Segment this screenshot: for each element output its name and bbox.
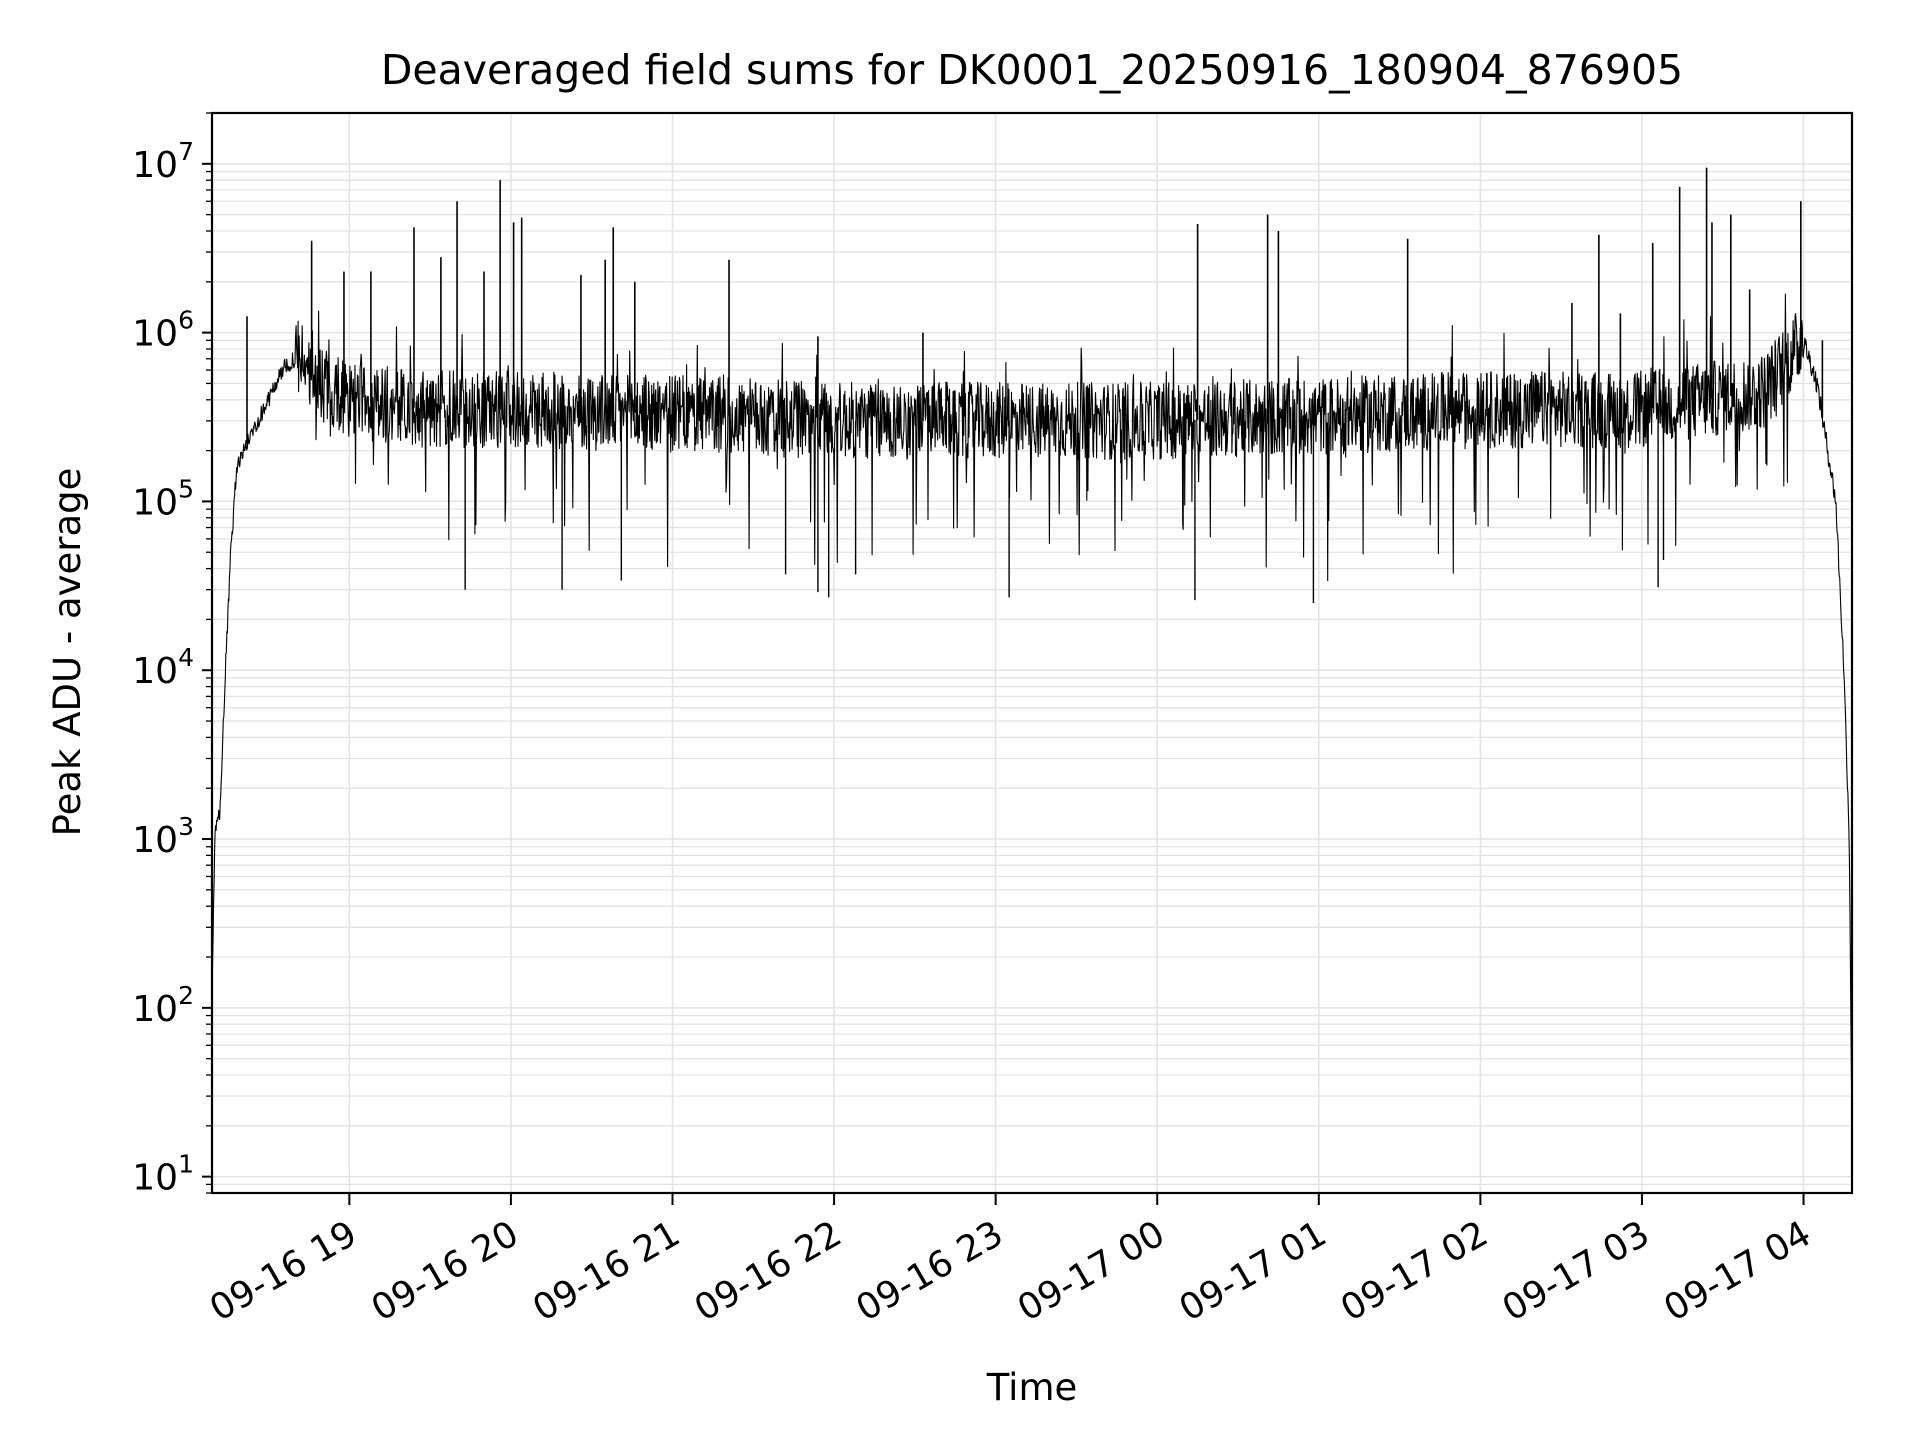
y-tick-label: 105 xyxy=(132,474,194,523)
y-axis-label: Peak ADU - average xyxy=(46,468,89,837)
plot-frame xyxy=(210,111,1854,1195)
y-tick-label: 103 xyxy=(132,812,194,861)
y-tick-label: 106 xyxy=(132,306,194,355)
series-line xyxy=(211,293,1853,1150)
y-tick-label: 101 xyxy=(132,1150,194,1199)
y-tick-label: 107 xyxy=(132,137,194,186)
chart-title: Deaveraged field sums for DK0001_2025091… xyxy=(381,46,1683,94)
y-tick-label: 102 xyxy=(132,981,194,1030)
series xyxy=(211,167,1853,1150)
x-axis-label: Time xyxy=(986,1366,1078,1409)
y-tick-label: 104 xyxy=(132,643,194,692)
